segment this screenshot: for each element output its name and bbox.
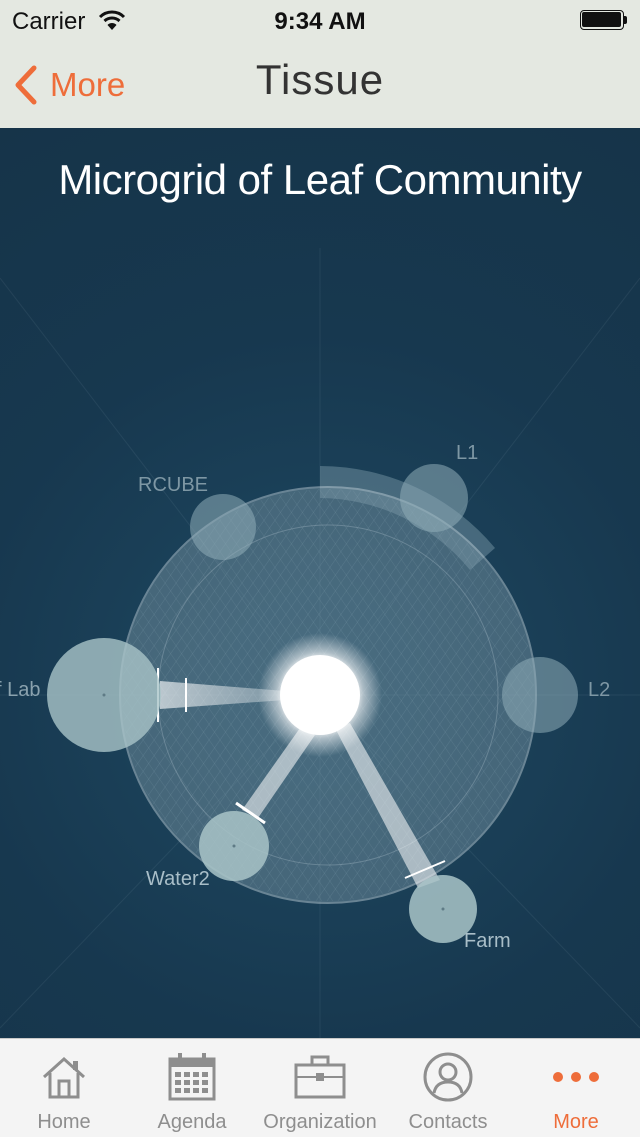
tab-home-label: Home (37, 1111, 91, 1133)
visualization-area: Microgrid of Leaf Community (0, 128, 640, 1038)
carrier-label: Carrier (12, 8, 86, 35)
page-title: Tissue (255, 56, 385, 103)
node-water2[interactable]: Water2 (146, 811, 269, 890)
tab-contacts-label: Contacts (408, 1111, 488, 1133)
tab-more[interactable]: More (512, 1039, 640, 1137)
node-label-rcube: RCUBE (138, 474, 208, 496)
battery-icon (580, 10, 628, 30)
tab-organization[interactable]: Organization (256, 1039, 384, 1137)
more-dots-icon (550, 1051, 602, 1108)
status-bar: Carrier 9:34 AM (0, 0, 640, 40)
visualization-title: Microgrid of Leaf Community (58, 156, 582, 203)
chevron-left-icon (15, 65, 37, 105)
tab-contacts[interactable]: Contacts (384, 1039, 512, 1137)
wifi-icon (98, 9, 126, 36)
back-button-label: More (50, 66, 126, 103)
tab-bar: Home Agenda Organi (0, 1038, 640, 1137)
calendar-icon (166, 1051, 218, 1108)
node-label-l2: L2 (588, 679, 610, 701)
tab-agenda[interactable]: Agenda (128, 1039, 256, 1137)
status-time: 9:34 AM (274, 8, 366, 35)
home-icon (38, 1051, 90, 1108)
tab-more-label: More (553, 1111, 599, 1133)
briefcase-icon (293, 1051, 347, 1108)
back-button[interactable]: More (14, 60, 125, 110)
node-label-farm: Farm (464, 930, 511, 952)
top-bar: Carrier 9:34 AM More Tissue (0, 0, 640, 128)
contact-icon (422, 1051, 474, 1108)
microgrid-diagram: L1 RCUBE f Lab L2 Water2 Farm (0, 248, 640, 1038)
node-label-lab: f Lab (0, 679, 40, 701)
node-l1[interactable]: L1 (400, 442, 478, 532)
node-rcube[interactable]: RCUBE (138, 474, 256, 560)
tab-home[interactable]: Home (0, 1039, 128, 1137)
node-lab[interactable]: f Lab (0, 638, 161, 752)
node-farm[interactable]: Farm (409, 875, 511, 952)
node-label-water2: Water2 (146, 868, 210, 890)
tab-agenda-label: Agenda (157, 1111, 227, 1133)
tab-organization-label: Organization (263, 1111, 377, 1133)
node-label-l1: L1 (456, 442, 478, 464)
node-l2[interactable]: L2 (502, 657, 610, 733)
